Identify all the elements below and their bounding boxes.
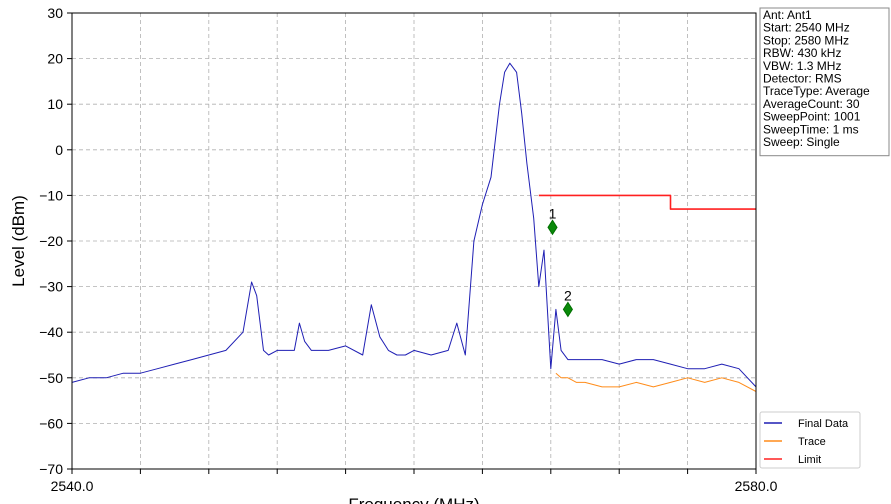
- info-line: VBW: 1.3 MHz: [763, 59, 841, 73]
- y-tick-label: 10: [47, 96, 63, 112]
- marker-1: [547, 219, 558, 236]
- info-line: Stop: 2580 MHz: [763, 33, 849, 47]
- y-tick-label: −70: [39, 461, 63, 477]
- y-tick-label: −60: [39, 415, 63, 431]
- marker-2: [562, 301, 573, 318]
- grid-lines: [72, 12, 756, 470]
- info-line: SweepPoint: 1001: [763, 110, 861, 124]
- y-tick-label: −20: [39, 233, 63, 249]
- legend: Final Data Trace Limit: [759, 411, 861, 469]
- x-axis-label: Frequency (MHz): [348, 495, 479, 504]
- info-line: Detector: RMS: [763, 72, 842, 86]
- legend-label: Trace: [798, 436, 826, 448]
- y-tick-label: −50: [39, 370, 63, 386]
- info-line: AverageCount: 30: [763, 97, 860, 111]
- info-line: Sweep: Single: [763, 135, 840, 149]
- x-tick-label: 2580.0: [735, 478, 778, 494]
- info-line: SweepTime: 1 ms: [763, 122, 859, 136]
- y-tick-label: 30: [47, 5, 63, 21]
- series-trace: [555, 372, 757, 392]
- series-limit: [538, 194, 756, 210]
- y-tick-label: −40: [39, 324, 63, 340]
- legend-label: Final Data: [798, 418, 849, 430]
- y-tick-label: −10: [39, 187, 63, 203]
- marker-label: 1: [549, 205, 557, 221]
- info-line: Ant: Ant1: [763, 8, 812, 22]
- info-line: RBW: 430 kHz: [763, 46, 841, 60]
- legend-frame: [759, 411, 861, 469]
- y-axis-label: Level (dBm): [9, 195, 28, 287]
- info-line: Start: 2540 MHz: [763, 21, 850, 35]
- y-tick-label: 0: [55, 142, 63, 158]
- marker-label: 2: [564, 287, 572, 303]
- legend-label: Limit: [798, 454, 821, 466]
- info-box-frame: [759, 7, 890, 157]
- series-layer: [71, 62, 757, 392]
- info-line: TraceType: Average: [763, 84, 870, 98]
- x-tick-label: 2540.0: [51, 478, 94, 494]
- marker-layer: 12: [547, 205, 573, 318]
- y-tick-label: −30: [39, 279, 63, 295]
- series-final-data: [71, 62, 757, 388]
- y-tick-label: 20: [47, 51, 63, 67]
